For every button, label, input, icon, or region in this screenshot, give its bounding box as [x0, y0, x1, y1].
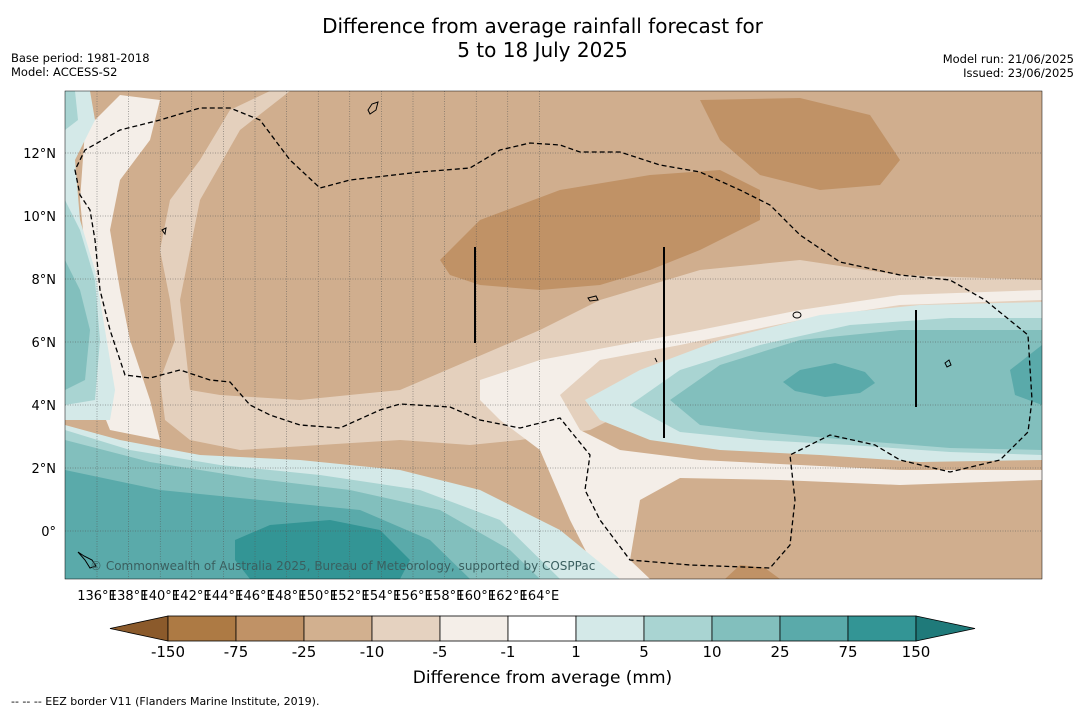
colorbar-segment	[439, 615, 509, 642]
lon-label: 160°E	[456, 589, 496, 604]
lon-label: 164°E	[520, 589, 560, 604]
colorbar-segment	[235, 615, 305, 642]
lon-label: 152°E	[330, 589, 370, 604]
lon-label: 138°E	[109, 589, 149, 604]
base-period: Base period: 1981-2018	[11, 51, 150, 65]
colorbar-segment	[711, 615, 781, 642]
eez-borders	[74, 107, 1033, 569]
lon-label: 154°E	[362, 589, 402, 604]
colorbar-tick-label: -75	[223, 643, 249, 661]
lat-label: 10°N	[23, 210, 56, 225]
colorbar-segment	[167, 615, 237, 642]
colorbar-tick-label: 1	[571, 643, 581, 661]
colorbar-tick-label: -1	[500, 643, 516, 661]
lat-label: 12°N	[23, 147, 56, 162]
colorbar-segment	[847, 615, 917, 642]
colorbar-tick-label: 150	[901, 643, 931, 661]
lon-label: 148°E	[267, 589, 307, 604]
lon-label: 136°E	[77, 589, 117, 604]
colorbar-segment	[643, 615, 713, 642]
model-run-date: Model run: 21/06/2025	[942, 52, 1074, 66]
lat-label: 0°	[41, 525, 56, 540]
graticule	[65, 91, 1042, 579]
colorbar-segment	[303, 615, 373, 642]
colorbar-tick-label: 25	[770, 643, 790, 661]
lon-label: 162°E	[488, 589, 528, 604]
eez-footnote: -- -- -- EEZ border V11 (Flanders Marine…	[11, 695, 320, 708]
colorbar-tick-label: 75	[838, 643, 858, 661]
lon-label: 142°E	[172, 589, 212, 604]
colorbar-extend-high	[915, 615, 976, 642]
lon-label: 140°E	[140, 589, 180, 604]
lat-label: 4°N	[32, 399, 57, 414]
colorbar-segment	[371, 615, 441, 642]
map-title-line-2: 5 to 18 July 2025	[457, 38, 628, 62]
colorbar-tick-label: 10	[702, 643, 722, 661]
lat-label: 6°N	[32, 336, 57, 351]
colorbar	[109, 615, 976, 642]
colorbar-segment	[575, 615, 645, 642]
longitude-labels: 136°E138°E140°E142°E144°E146°E148°E150°E…	[77, 589, 559, 604]
colorbar-tick-label: -25	[291, 643, 317, 661]
lon-label: 156°E	[393, 589, 433, 604]
lon-label: 158°E	[425, 589, 465, 604]
colorbar-tick-label: 5	[639, 643, 649, 661]
model-name: Model: ACCESS-S2	[11, 65, 118, 79]
colorbar-extend-low	[109, 615, 169, 642]
colorbar-tick-label: -5	[432, 643, 448, 661]
map-frame	[64, 90, 1043, 580]
lon-label: 146°E	[235, 589, 275, 604]
issued-date: Issued: 23/06/2025	[963, 66, 1074, 80]
copyright-text: © Commonwealth of Australia 2025, Bureau…	[90, 559, 595, 573]
latitude-labels: 12°N 10°N 8°N 6°N 4°N 2°N 0°	[23, 147, 56, 540]
lat-label: 8°N	[32, 273, 57, 288]
colorbar-segment	[779, 615, 849, 642]
lat-label: 2°N	[32, 462, 57, 477]
colorbar-tick-label: -10	[359, 643, 385, 661]
lon-label: 144°E	[204, 589, 244, 604]
map-title-line-1: Difference from average rainfall forecas…	[322, 14, 763, 38]
colorbar-segment	[507, 615, 577, 642]
colorbar-title: Difference from average (mm)	[412, 668, 673, 688]
island-outlines	[77, 101, 952, 569]
lon-label: 150°E	[298, 589, 338, 604]
reef-markers	[474, 247, 917, 438]
model-info: Base period: 1981-2018 Model: ACCESS-S2	[11, 51, 150, 79]
rainfall-anomaly-field	[65, 91, 1042, 579]
run-info: Model run: 21/06/2025 Issued: 23/06/2025	[943, 52, 1074, 80]
colorbar-tick-label: -150	[150, 643, 186, 661]
